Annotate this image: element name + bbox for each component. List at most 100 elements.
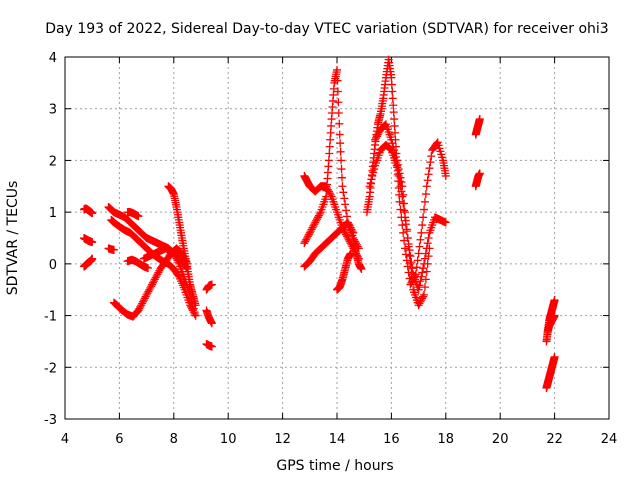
series-s21 xyxy=(365,140,450,294)
data-point xyxy=(407,268,416,277)
data-point xyxy=(415,281,424,290)
data-point xyxy=(405,251,414,260)
data-point xyxy=(315,209,324,218)
data-point xyxy=(207,319,216,328)
data-point xyxy=(135,304,144,313)
data-point xyxy=(424,252,433,261)
data-points xyxy=(80,55,559,392)
data-point xyxy=(389,101,398,110)
data-point xyxy=(134,306,143,315)
data-point xyxy=(88,209,97,218)
data-point xyxy=(323,185,332,194)
data-point xyxy=(337,156,346,165)
data-point xyxy=(398,182,407,191)
series-s24 xyxy=(471,169,484,191)
data-point xyxy=(191,311,200,320)
data-point xyxy=(312,216,321,225)
data-point xyxy=(374,128,383,137)
data-point xyxy=(418,268,427,277)
data-point xyxy=(151,273,160,282)
y-tick-label: 4 xyxy=(49,51,57,66)
data-point xyxy=(396,205,405,214)
data-point xyxy=(300,239,309,248)
x-tick-label: 12 xyxy=(274,432,291,447)
data-point xyxy=(408,264,417,273)
series-s27 xyxy=(542,352,559,392)
data-point xyxy=(326,128,335,137)
data-point xyxy=(388,94,397,103)
data-point xyxy=(400,199,409,208)
data-point xyxy=(207,342,216,351)
y-tick-label: 0 xyxy=(49,258,57,273)
data-point xyxy=(140,294,149,303)
data-point xyxy=(145,285,154,294)
data-point xyxy=(188,306,197,315)
data-point xyxy=(303,234,312,242)
grid-lines xyxy=(65,57,609,419)
data-point xyxy=(412,263,421,272)
data-point xyxy=(424,234,433,242)
data-point xyxy=(387,80,396,89)
data-point xyxy=(394,165,403,174)
data-point xyxy=(139,296,148,305)
data-point xyxy=(187,302,196,311)
data-point xyxy=(340,194,349,203)
data-point xyxy=(415,299,424,308)
data-point xyxy=(385,144,394,153)
data-point xyxy=(391,128,400,137)
data-point xyxy=(349,228,358,237)
data-point xyxy=(391,152,400,161)
data-point xyxy=(414,249,423,258)
series-s17 xyxy=(300,218,358,271)
data-point xyxy=(335,119,344,128)
data-point xyxy=(88,238,97,247)
data-point xyxy=(347,225,356,234)
data-point xyxy=(305,228,314,237)
series-s13 xyxy=(202,306,216,328)
data-point xyxy=(88,254,97,263)
data-point xyxy=(417,296,426,305)
data-point xyxy=(395,197,404,206)
data-point xyxy=(301,237,310,246)
data-point xyxy=(153,270,162,279)
data-point xyxy=(426,158,435,167)
data-point xyxy=(371,135,380,144)
data-point xyxy=(310,220,319,229)
data-point xyxy=(335,130,344,139)
data-point xyxy=(396,173,405,182)
data-point xyxy=(338,182,347,191)
data-point xyxy=(345,221,354,230)
data-point xyxy=(475,169,484,178)
series-s7 xyxy=(123,255,152,272)
data-point xyxy=(388,87,397,96)
data-point xyxy=(432,139,441,148)
x-tick-label: 14 xyxy=(329,432,346,447)
data-point xyxy=(416,277,425,286)
series-s1 xyxy=(80,204,97,218)
x-axis-label: GPS time / hours xyxy=(276,458,393,474)
data-point xyxy=(420,197,429,206)
chart-title: Day 193 of 2022, Sidereal Day-to-day VTE… xyxy=(45,21,608,37)
data-point xyxy=(387,135,396,144)
data-point xyxy=(308,223,317,232)
data-point xyxy=(407,258,416,267)
data-point xyxy=(406,259,415,268)
data-point xyxy=(136,302,145,311)
data-point xyxy=(420,283,429,292)
series-s26 xyxy=(543,311,559,336)
data-point xyxy=(304,230,313,239)
data-point xyxy=(389,142,398,151)
x-tick-label: 8 xyxy=(170,432,178,447)
data-point xyxy=(365,182,374,191)
data-point xyxy=(373,130,382,139)
series-s20 xyxy=(362,55,450,289)
data-point xyxy=(314,211,323,220)
data-point xyxy=(142,290,151,299)
data-point xyxy=(143,289,152,298)
data-point xyxy=(420,290,429,299)
series-s16 xyxy=(300,65,363,253)
series-s9 xyxy=(104,244,118,254)
data-point xyxy=(417,228,426,237)
y-tick-label: -2 xyxy=(44,361,57,376)
